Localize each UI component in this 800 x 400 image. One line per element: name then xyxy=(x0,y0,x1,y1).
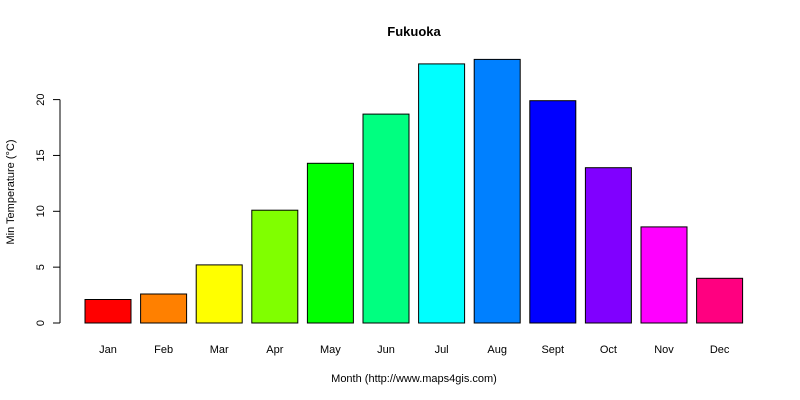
bar-dec xyxy=(696,277,744,324)
bar-jun xyxy=(362,113,410,324)
x-tick-label: Oct xyxy=(600,344,617,356)
bar-may xyxy=(306,162,354,324)
x-tick-label: Feb xyxy=(154,344,173,356)
x-tick-label: Jan xyxy=(99,344,117,356)
bar-jan xyxy=(84,299,132,324)
bar-feb xyxy=(140,293,188,324)
x-tick-label: Jun xyxy=(377,344,395,356)
bar-apr xyxy=(251,209,299,324)
bar-nov xyxy=(640,226,688,324)
bar-mar xyxy=(195,264,243,324)
x-axis-title: Month (http://www.maps4gis.com) xyxy=(331,373,497,385)
x-tick-label: Sept xyxy=(541,344,564,356)
x-tick-label: Nov xyxy=(654,344,674,356)
x-axis-labels: Jan Feb Mar Apr May Jun Jul Aug Sept Oct Nov Dec xyxy=(99,344,730,356)
bar-aug xyxy=(473,58,521,324)
bar-oct xyxy=(584,167,632,324)
x-tick-label: Apr xyxy=(266,344,283,356)
y-tick-label: 0 xyxy=(35,320,47,326)
y-axis-title: Min Temperature (°C) xyxy=(5,139,17,244)
bars xyxy=(84,58,744,324)
y-axis: 0 5 10 15 20 xyxy=(35,93,61,326)
x-tick-label: May xyxy=(320,344,341,356)
y-tick-label: 15 xyxy=(35,149,47,161)
bar-sept xyxy=(529,100,577,324)
y-tick-label: 5 xyxy=(35,264,47,270)
x-tick-label: Aug xyxy=(487,344,507,356)
x-tick-label: Dec xyxy=(710,344,730,356)
x-tick-label: Mar xyxy=(210,344,229,356)
bar-jul xyxy=(418,63,466,324)
y-tick-label: 10 xyxy=(35,205,47,217)
x-tick-label: Jul xyxy=(435,344,449,356)
chart-title: Fukuoka xyxy=(387,24,441,39)
y-tick-label: 20 xyxy=(35,93,47,105)
